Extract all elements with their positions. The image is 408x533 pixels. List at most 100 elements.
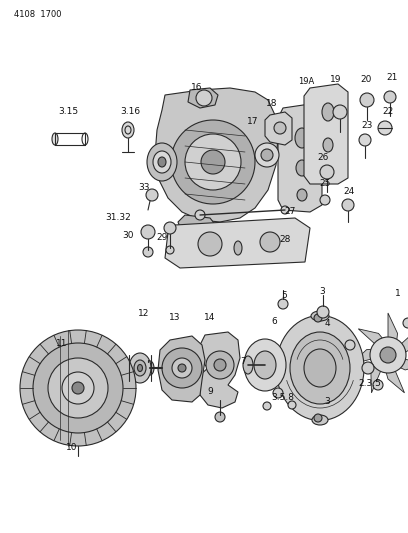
Text: 26: 26 (317, 154, 329, 163)
Text: 5: 5 (281, 292, 287, 301)
Circle shape (274, 122, 286, 134)
Circle shape (166, 246, 174, 254)
Polygon shape (188, 88, 218, 108)
Polygon shape (392, 357, 408, 370)
Ellipse shape (244, 339, 286, 391)
Ellipse shape (323, 166, 333, 178)
Circle shape (164, 222, 176, 234)
Ellipse shape (311, 311, 329, 321)
Text: 3: 3 (319, 287, 325, 296)
Text: 22: 22 (382, 108, 394, 117)
Text: 12: 12 (138, 310, 150, 319)
Text: 20: 20 (360, 76, 372, 85)
Circle shape (146, 189, 158, 201)
Circle shape (380, 347, 396, 363)
Text: 3.16: 3.16 (120, 108, 140, 117)
Text: 16: 16 (191, 84, 203, 93)
Circle shape (178, 364, 186, 372)
Text: 6: 6 (271, 318, 277, 327)
Circle shape (201, 150, 225, 174)
Ellipse shape (322, 103, 334, 121)
Circle shape (360, 93, 374, 107)
Polygon shape (396, 329, 408, 357)
Circle shape (317, 306, 329, 318)
Ellipse shape (234, 241, 242, 255)
Circle shape (403, 318, 408, 328)
Text: 13: 13 (169, 313, 181, 322)
Ellipse shape (254, 351, 276, 379)
Polygon shape (165, 218, 310, 268)
Text: 3: 3 (324, 398, 330, 407)
Polygon shape (304, 84, 348, 184)
Circle shape (362, 362, 374, 374)
Circle shape (196, 90, 212, 106)
Circle shape (143, 247, 153, 257)
Ellipse shape (295, 128, 309, 148)
Text: 3.5.8: 3.5.8 (271, 393, 295, 402)
Text: 3.15: 3.15 (58, 108, 78, 117)
Ellipse shape (52, 133, 58, 145)
Circle shape (185, 134, 241, 190)
Text: 10: 10 (66, 443, 78, 453)
Circle shape (198, 232, 222, 256)
Text: 28: 28 (279, 236, 290, 245)
Polygon shape (200, 332, 240, 408)
Circle shape (261, 149, 273, 161)
Text: 19A: 19A (298, 77, 314, 86)
Polygon shape (158, 336, 205, 402)
Circle shape (171, 120, 255, 204)
Ellipse shape (323, 138, 333, 152)
Circle shape (48, 358, 108, 418)
Circle shape (33, 343, 123, 433)
Ellipse shape (82, 133, 88, 145)
Polygon shape (278, 104, 322, 212)
Text: 19: 19 (330, 76, 342, 85)
Circle shape (373, 380, 383, 390)
Circle shape (288, 401, 296, 409)
Circle shape (206, 351, 234, 379)
Circle shape (359, 134, 371, 146)
Text: 23: 23 (361, 122, 373, 131)
Circle shape (162, 348, 202, 388)
Ellipse shape (137, 365, 142, 372)
Ellipse shape (153, 151, 171, 173)
Ellipse shape (134, 360, 146, 376)
Text: 17: 17 (247, 117, 259, 126)
Polygon shape (178, 215, 218, 240)
Text: 27: 27 (284, 207, 296, 216)
Text: 33: 33 (138, 183, 150, 192)
Polygon shape (351, 349, 380, 365)
Circle shape (260, 232, 280, 252)
Circle shape (141, 225, 155, 239)
Circle shape (72, 382, 84, 394)
Text: 21: 21 (386, 74, 398, 83)
Ellipse shape (243, 356, 253, 374)
Circle shape (214, 359, 226, 371)
Circle shape (273, 388, 283, 398)
Text: 4108  1700: 4108 1700 (14, 10, 62, 19)
Circle shape (320, 195, 330, 205)
Text: 7: 7 (240, 358, 246, 367)
Text: 14: 14 (204, 313, 216, 322)
Text: 1: 1 (395, 289, 401, 298)
Circle shape (172, 358, 192, 378)
Ellipse shape (146, 361, 154, 375)
Polygon shape (384, 364, 404, 393)
Ellipse shape (158, 157, 166, 167)
Circle shape (255, 143, 279, 167)
Ellipse shape (276, 316, 364, 421)
Text: 25: 25 (319, 180, 331, 189)
Polygon shape (388, 313, 397, 349)
Circle shape (314, 414, 322, 422)
Ellipse shape (147, 143, 177, 181)
Ellipse shape (304, 349, 336, 387)
Text: 9: 9 (207, 387, 213, 397)
Circle shape (378, 121, 392, 135)
Circle shape (345, 340, 355, 350)
Circle shape (333, 105, 347, 119)
Text: 11: 11 (56, 340, 68, 349)
Text: 4: 4 (324, 319, 330, 328)
Circle shape (215, 412, 225, 422)
Polygon shape (358, 329, 388, 349)
Ellipse shape (296, 160, 308, 176)
